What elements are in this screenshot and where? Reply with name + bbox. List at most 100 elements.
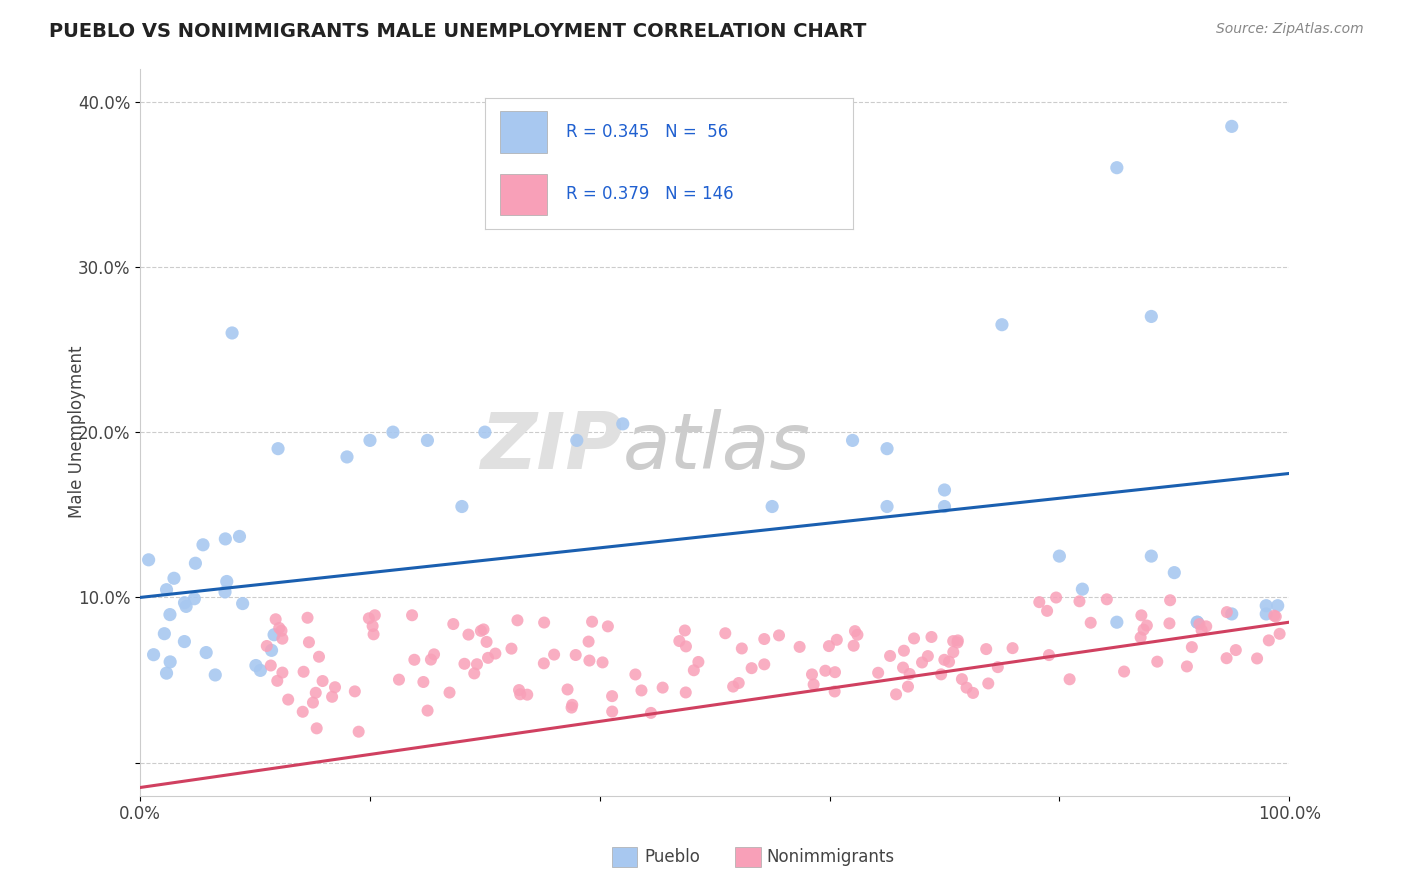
Point — [1028, 595, 1050, 609]
Point — [388, 673, 411, 687]
Point — [561, 700, 583, 714]
Point — [934, 500, 956, 514]
Point — [260, 643, 283, 657]
Point — [578, 654, 600, 668]
Point — [955, 681, 977, 695]
Point — [381, 425, 404, 439]
Point — [155, 582, 177, 597]
Point — [1159, 593, 1181, 607]
Point — [249, 664, 271, 678]
Point — [991, 318, 1014, 332]
Point — [1163, 566, 1185, 580]
Text: Source: ZipAtlas.com: Source: ZipAtlas.com — [1216, 22, 1364, 37]
Point — [801, 667, 824, 681]
Text: PUEBLO VS NONIMMIGRANTS MALE UNEMPLOYMENT CORRELATION CHART: PUEBLO VS NONIMMIGRANTS MALE UNEMPLOYMEN… — [49, 22, 866, 41]
Point — [509, 687, 531, 701]
Point — [321, 690, 343, 704]
Point — [191, 538, 214, 552]
Point — [592, 656, 614, 670]
Point — [600, 689, 623, 703]
Point — [673, 624, 696, 638]
Point — [761, 500, 783, 514]
Point — [898, 667, 921, 681]
Point — [1187, 615, 1209, 630]
Point — [451, 500, 474, 514]
Point — [1263, 608, 1285, 623]
Text: ZIP: ZIP — [481, 409, 623, 484]
Point — [267, 442, 290, 456]
Point — [1132, 623, 1154, 637]
Point — [934, 653, 956, 667]
Point — [1187, 615, 1209, 630]
Point — [934, 483, 956, 497]
Point — [291, 705, 314, 719]
Text: Nonimmigrants: Nonimmigrants — [766, 848, 894, 866]
Point — [311, 673, 333, 688]
Point — [946, 633, 969, 648]
Point — [962, 686, 984, 700]
Point — [557, 682, 579, 697]
Point — [363, 627, 385, 641]
Point — [879, 648, 901, 663]
Point — [302, 696, 325, 710]
Point — [173, 596, 195, 610]
Point — [1140, 310, 1163, 324]
Point — [1130, 608, 1153, 623]
Point — [474, 425, 496, 439]
Point — [277, 692, 299, 706]
Point — [868, 665, 890, 680]
Point — [142, 648, 165, 662]
Point — [256, 639, 278, 653]
Point — [263, 628, 285, 642]
Point — [221, 326, 243, 340]
Point — [1129, 631, 1152, 645]
Point — [938, 655, 960, 669]
Point — [1195, 619, 1218, 633]
Point — [1175, 659, 1198, 673]
Point — [825, 632, 848, 647]
Point — [297, 611, 319, 625]
Point — [204, 668, 226, 682]
Point — [891, 660, 914, 674]
Point — [215, 574, 238, 589]
Point — [1105, 161, 1128, 175]
Point — [298, 635, 321, 649]
Point — [401, 608, 423, 623]
Point — [441, 617, 464, 632]
Point — [600, 705, 623, 719]
Point — [159, 607, 181, 622]
Point — [465, 657, 488, 672]
Point — [727, 676, 749, 690]
Point — [336, 450, 359, 464]
Point — [1069, 594, 1091, 608]
Point — [361, 619, 384, 633]
Point — [824, 665, 846, 680]
Point — [271, 632, 294, 646]
Point — [1181, 640, 1204, 654]
Point — [824, 684, 846, 698]
Point — [195, 646, 218, 660]
Point — [977, 676, 1000, 690]
Point — [412, 675, 434, 690]
Point — [457, 627, 479, 641]
Point — [533, 615, 555, 630]
Point — [675, 640, 697, 654]
Point — [1220, 607, 1243, 621]
Point — [183, 591, 205, 606]
Point — [565, 434, 588, 448]
Point — [818, 639, 841, 653]
Point — [543, 648, 565, 662]
Point — [1071, 582, 1094, 596]
Point — [404, 653, 426, 667]
Point — [842, 639, 865, 653]
Point — [269, 621, 291, 635]
Point — [260, 658, 283, 673]
Point — [533, 657, 555, 671]
Point — [921, 630, 943, 644]
Point — [1267, 599, 1289, 613]
Text: Pueblo: Pueblo — [644, 848, 700, 866]
Point — [271, 665, 294, 680]
Point — [581, 615, 603, 629]
Point — [232, 597, 254, 611]
Point — [1256, 607, 1278, 621]
